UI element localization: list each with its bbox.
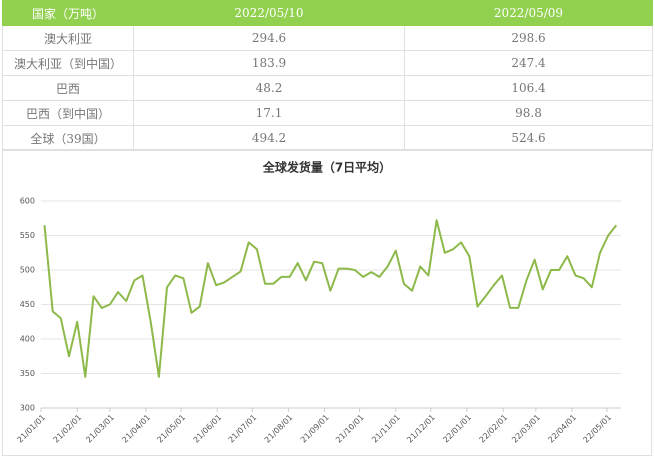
x-tick-label: 21/01/01	[15, 413, 47, 445]
table-cell: 全球（39国）	[2, 125, 134, 151]
table-cell: 澳大利亚（到中国）	[2, 50, 134, 76]
table-row: 巴西（到中国） 17.1 98.8	[2, 100, 653, 126]
x-tick-label: 21/11/01	[370, 413, 402, 445]
table-row: 澳大利亚（到中国） 183.9 247.4	[2, 50, 653, 76]
table-cell: 494.2	[133, 125, 405, 151]
x-tick-label: 22/05/01	[581, 413, 613, 445]
x-tick-label: 21/05/01	[155, 413, 187, 445]
table-cell: 98.8	[404, 100, 653, 126]
x-tick-label: 22/02/01	[478, 413, 510, 445]
chart-box: 全球发货量（7日平均） 300 350 400 450 500 550 600 21/01/0…	[2, 149, 652, 456]
y-tick-label: 350	[20, 369, 35, 378]
x-tick-label: 22/04/01	[546, 413, 578, 445]
x-tick-label: 21/07/01	[227, 413, 259, 445]
header-cell: 2022/05/10	[133, 0, 405, 26]
y-tick-label: 450	[20, 300, 35, 309]
table-row: 国家（万吨） 2022/05/10 2022/05/09	[2, 0, 653, 26]
table-cell: 巴西	[2, 75, 134, 101]
x-tick-label: 22/01/01	[441, 413, 473, 445]
x-tick-label: 21/12/01	[405, 413, 437, 445]
y-tick-label: 600	[20, 197, 35, 206]
table-cell: 294.6	[133, 25, 405, 51]
table-row: 全球（39国） 494.2 524.6	[2, 125, 653, 151]
table-cell: 183.9	[133, 50, 405, 76]
data-table: 国家（万吨） 2022/05/10 2022/05/09 澳大利亚 294.6 298.6…	[2, 0, 653, 151]
header-cell: 2022/05/09	[404, 0, 653, 26]
x-tick-label: 21/08/01	[263, 413, 295, 445]
table-row: 巴西 48.2 106.4	[2, 75, 653, 101]
table-cell: 247.4	[404, 50, 653, 76]
table-row: 澳大利亚 294.6 298.6	[2, 25, 653, 51]
table-cell: 298.6	[404, 25, 653, 51]
x-tick-label: 21/03/01	[84, 413, 116, 445]
table-cell: 524.6	[404, 125, 653, 151]
x-tick-label: 21/09/01	[299, 413, 331, 445]
chart-title: 全球发货量（7日平均）	[262, 160, 391, 175]
y-tick-label: 300	[20, 404, 35, 413]
line-series	[43, 219, 618, 378]
x-tick-label: 21/06/01	[192, 413, 224, 445]
y-tick-label: 550	[20, 231, 35, 240]
header-cell: 国家（万吨）	[2, 0, 134, 26]
table-cell: 巴西（到中国）	[2, 100, 134, 126]
x-tick-label: 21/04/01	[120, 413, 152, 445]
y-tick-label: 400	[20, 335, 35, 344]
table-cell: 106.4	[404, 75, 653, 101]
y-tick-label: 500	[20, 266, 35, 275]
table-wrap: 国家（万吨） 2022/05/10 2022/05/09 澳大利亚 294.6 298.6…	[2, 0, 653, 151]
table-cell: 48.2	[133, 75, 405, 101]
table-cell: 17.1	[133, 100, 405, 126]
chart: 全球发货量（7日平均） 300 350 400 450 500 550 600 21/01/0…	[15, 160, 621, 445]
x-tick-label: 21/02/01	[52, 413, 84, 445]
x-tick-label: 22/03/01	[510, 413, 542, 445]
x-tick-label: 21/10/01	[334, 413, 366, 445]
table-cell: 澳大利亚	[2, 25, 134, 51]
